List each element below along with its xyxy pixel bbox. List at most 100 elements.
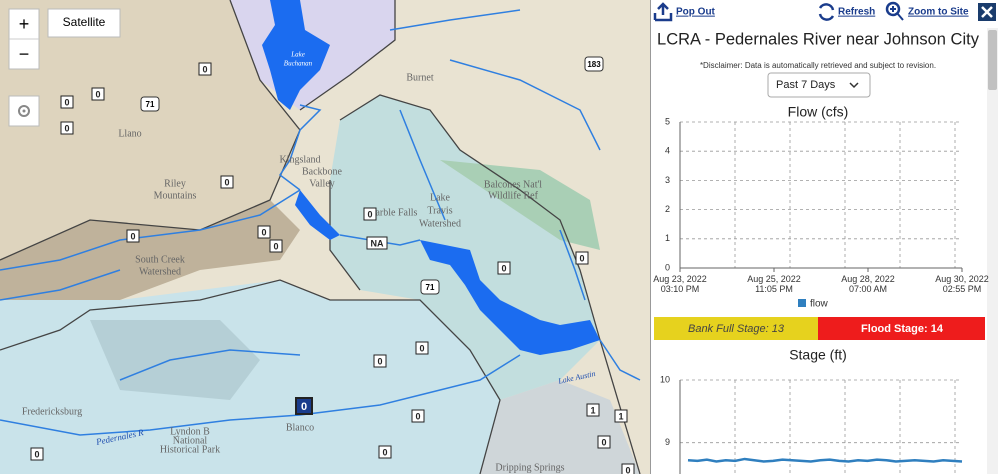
gauge-marker[interactable] <box>373 354 387 368</box>
chart-title: Stage (ft) <box>789 347 847 363</box>
link[interactable]: Zoom to Site <box>908 7 969 18</box>
scrollbar[interactable] <box>987 28 998 474</box>
period-select[interactable]: Past 7 Days <box>767 72 871 98</box>
region <box>0 280 500 474</box>
road-shield-label: 183 <box>587 60 601 69</box>
side-panel: Pop Out Refresh Zoom to Site LCRA - Pede… <box>650 0 1000 474</box>
gauge-marker[interactable] <box>30 447 44 461</box>
y-tick-label: 0 <box>665 262 670 272</box>
gauge-marker[interactable] <box>366 236 388 250</box>
gauge-marker[interactable] <box>60 95 74 109</box>
y-tick-label: 3 <box>665 175 670 185</box>
select-box[interactable] <box>767 72 871 98</box>
gauge-marker-label: 0 <box>579 253 584 263</box>
river <box>119 109 641 381</box>
boundary <box>0 0 301 261</box>
flood-label: Flood Stage: 14 <box>861 323 944 335</box>
road-shield-label: 71 <box>146 100 155 109</box>
gauge-marker[interactable] <box>415 341 429 355</box>
gauge-marker[interactable] <box>614 409 628 423</box>
gauge-marker[interactable] <box>198 62 212 76</box>
pop-out[interactable]: Pop Out <box>653 2 716 22</box>
panel-bg <box>650 0 1000 474</box>
gauge-marker-label: 0 <box>377 356 382 366</box>
map-label: Marble Falls <box>367 207 418 218</box>
gauge-marker[interactable] <box>586 403 600 417</box>
satellite-button[interactable]: Satellite <box>47 8 121 38</box>
x-tick-label: Aug 25, 2022 11:05 PM <box>747 274 801 294</box>
chevron <box>849 82 859 89</box>
map-label: Wildlife Ref <box>488 190 539 201</box>
gauge-marker-label: 0 <box>64 97 69 107</box>
gauge-marker-label: NA <box>371 238 384 248</box>
bank-full-band <box>654 317 818 340</box>
boundary <box>329 180 361 291</box>
gauge-marker[interactable] <box>597 435 611 449</box>
region <box>90 320 260 400</box>
map-label: Fredericksburg <box>22 406 82 417</box>
y-tick-label: 9 <box>665 437 670 447</box>
zoom-out[interactable]: − <box>19 44 30 64</box>
region <box>440 160 600 250</box>
link[interactable]: Pop Out <box>676 7 716 18</box>
button[interactable] <box>47 8 121 38</box>
gauge-marker-label: 1 <box>590 405 595 415</box>
gauge-marker[interactable] <box>60 121 74 135</box>
region <box>480 380 640 474</box>
gauge-marker[interactable] <box>269 239 283 253</box>
icon <box>981 6 993 18</box>
gauge-marker-label: 0 <box>382 447 387 457</box>
map-label: Watershed <box>139 266 181 277</box>
map-label: Lyndon B <box>170 426 210 437</box>
gauge-marker[interactable] <box>257 225 271 239</box>
gauge-marker-label: 0 <box>301 401 307 413</box>
map-label: Lake <box>290 51 305 59</box>
y-tick-label: 10 <box>660 374 670 384</box>
zoom-in[interactable]: + <box>19 14 30 34</box>
road-shield <box>584 56 604 72</box>
map-labels: LakeBuchananLlanoBurnetKingslandBackbone… <box>22 51 604 473</box>
gauge-marker-label: 0 <box>415 411 420 421</box>
gauge-marker-label: 0 <box>95 89 100 99</box>
map-label: National <box>173 435 208 446</box>
map-label: Watershed <box>419 218 461 229</box>
link[interactable]: Refresh <box>838 7 875 18</box>
legend-swatch <box>798 299 806 307</box>
gauge-marker[interactable] <box>378 445 392 459</box>
stage-line <box>687 457 963 463</box>
lake <box>295 190 340 240</box>
y-tick-label: 1 <box>665 233 670 243</box>
map-label: Burnet <box>406 72 433 83</box>
close-button[interactable] <box>978 3 996 21</box>
boundary <box>0 279 501 474</box>
scroll-thumb[interactable] <box>988 30 997 90</box>
road-shield-label: 71 <box>426 283 435 292</box>
gauge-marker[interactable] <box>497 261 511 275</box>
icon <box>818 3 835 21</box>
map-label: South Creek <box>135 254 185 265</box>
gauge-marker[interactable] <box>220 175 234 189</box>
zoom-control[interactable]: + − <box>8 8 40 70</box>
map-label: Blanco <box>286 422 314 433</box>
gauge-marker[interactable] <box>621 463 635 474</box>
gauge-marker-label: 0 <box>601 437 606 447</box>
road-shield <box>140 96 160 112</box>
gauge-marker[interactable] <box>363 207 377 221</box>
y-tick-label: 4 <box>665 146 670 156</box>
zoom-to-site[interactable]: Zoom to Site <box>885 1 969 21</box>
map[interactable]: Satellite + − LakeBuchananLlanoBurnetKin… <box>0 0 650 474</box>
map-label: Llano <box>118 128 141 139</box>
gauge-marker[interactable] <box>295 397 313 415</box>
boundary <box>299 0 641 474</box>
locate-button[interactable] <box>8 95 40 127</box>
gauge-marker[interactable] <box>126 229 140 243</box>
map-label: Riley <box>164 178 186 189</box>
disclaimer: *Disclaimer: Data is automatically retri… <box>700 61 936 70</box>
gauge-marker[interactable] <box>91 87 105 101</box>
gauge-marker[interactable] <box>575 251 589 265</box>
gauge-marker[interactable] <box>411 409 425 423</box>
refresh[interactable]: Refresh <box>818 3 875 21</box>
